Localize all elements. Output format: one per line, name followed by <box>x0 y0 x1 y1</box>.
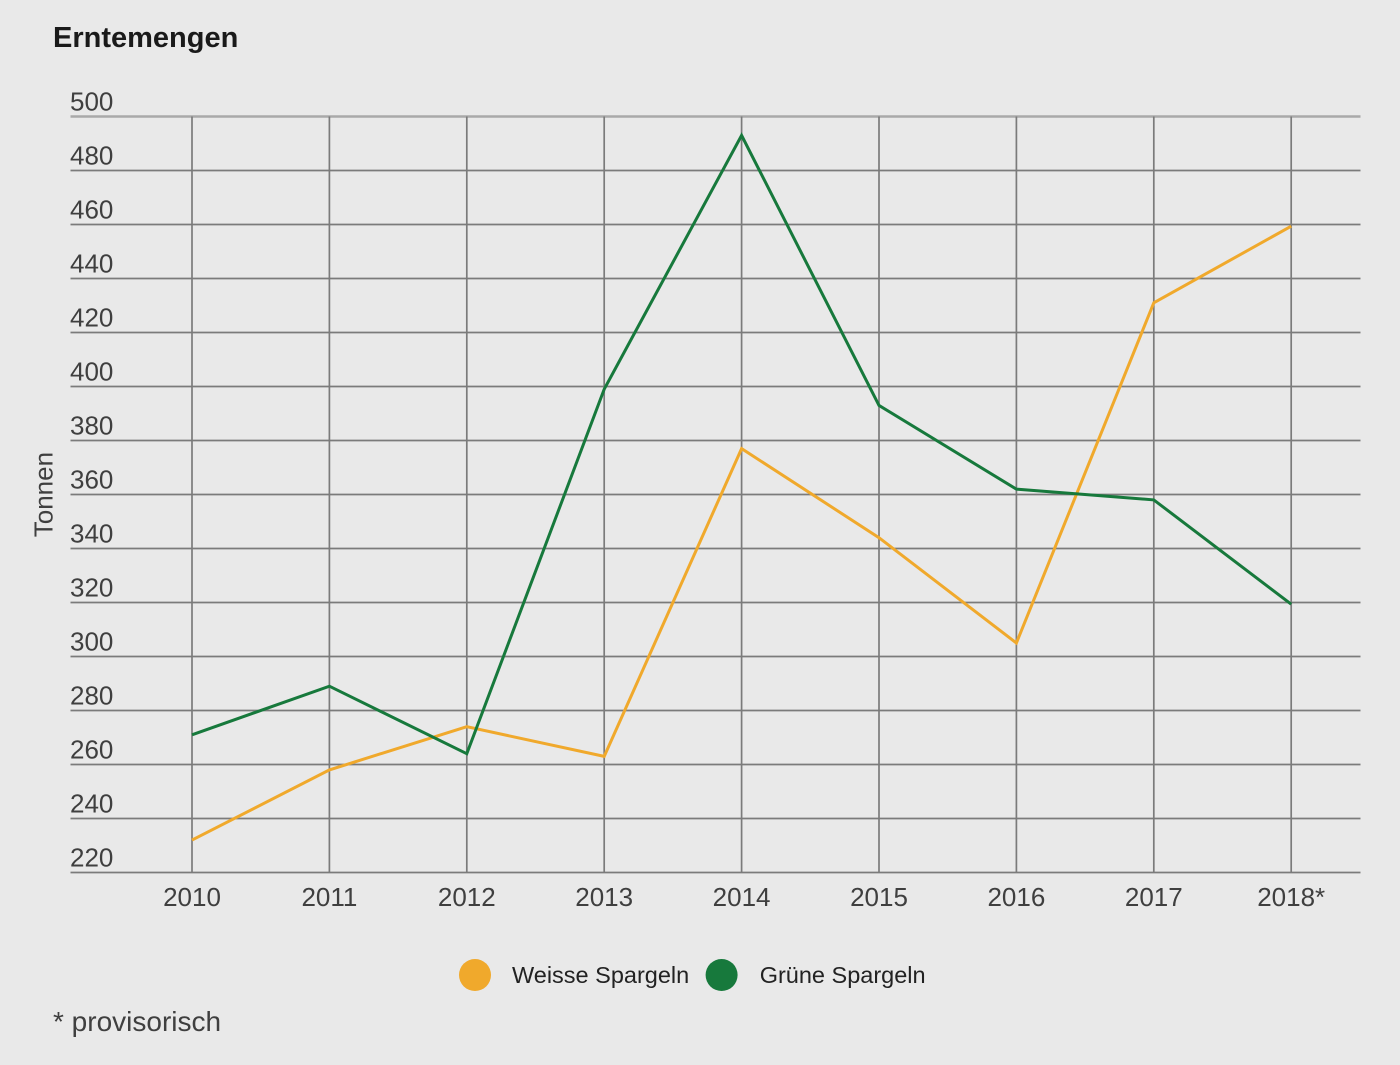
svg-text:2011: 2011 <box>301 882 357 912</box>
svg-text:420: 420 <box>70 303 113 333</box>
svg-text:440: 440 <box>70 249 113 279</box>
svg-text:2018*: 2018* <box>1257 882 1325 912</box>
svg-text:500: 500 <box>70 87 113 117</box>
svg-text:480: 480 <box>70 141 113 171</box>
svg-text:* provisorisch: * provisorisch <box>53 1006 221 1037</box>
svg-text:260: 260 <box>70 735 113 765</box>
svg-text:2012: 2012 <box>438 882 496 912</box>
svg-text:2013: 2013 <box>575 882 633 912</box>
svg-text:400: 400 <box>70 357 113 387</box>
svg-text:Weisse Spargeln: Weisse Spargeln <box>512 962 689 988</box>
svg-text:320: 320 <box>70 573 113 603</box>
svg-text:460: 460 <box>70 195 113 225</box>
svg-text:280: 280 <box>70 681 113 711</box>
svg-text:2017: 2017 <box>1125 882 1183 912</box>
svg-text:2015: 2015 <box>850 882 908 912</box>
svg-text:2014: 2014 <box>713 882 771 912</box>
svg-text:Tonnen: Tonnen <box>29 452 59 537</box>
svg-text:360: 360 <box>70 465 113 495</box>
svg-text:Erntemengen: Erntemengen <box>53 22 238 54</box>
svg-text:300: 300 <box>70 627 113 657</box>
svg-text:240: 240 <box>70 789 113 819</box>
svg-text:220: 220 <box>70 843 113 873</box>
svg-text:380: 380 <box>70 411 113 441</box>
svg-text:2016: 2016 <box>987 882 1045 912</box>
svg-text:2010: 2010 <box>163 882 221 912</box>
svg-text:340: 340 <box>70 519 113 549</box>
svg-text:Grüne Spargeln: Grüne Spargeln <box>760 962 926 988</box>
